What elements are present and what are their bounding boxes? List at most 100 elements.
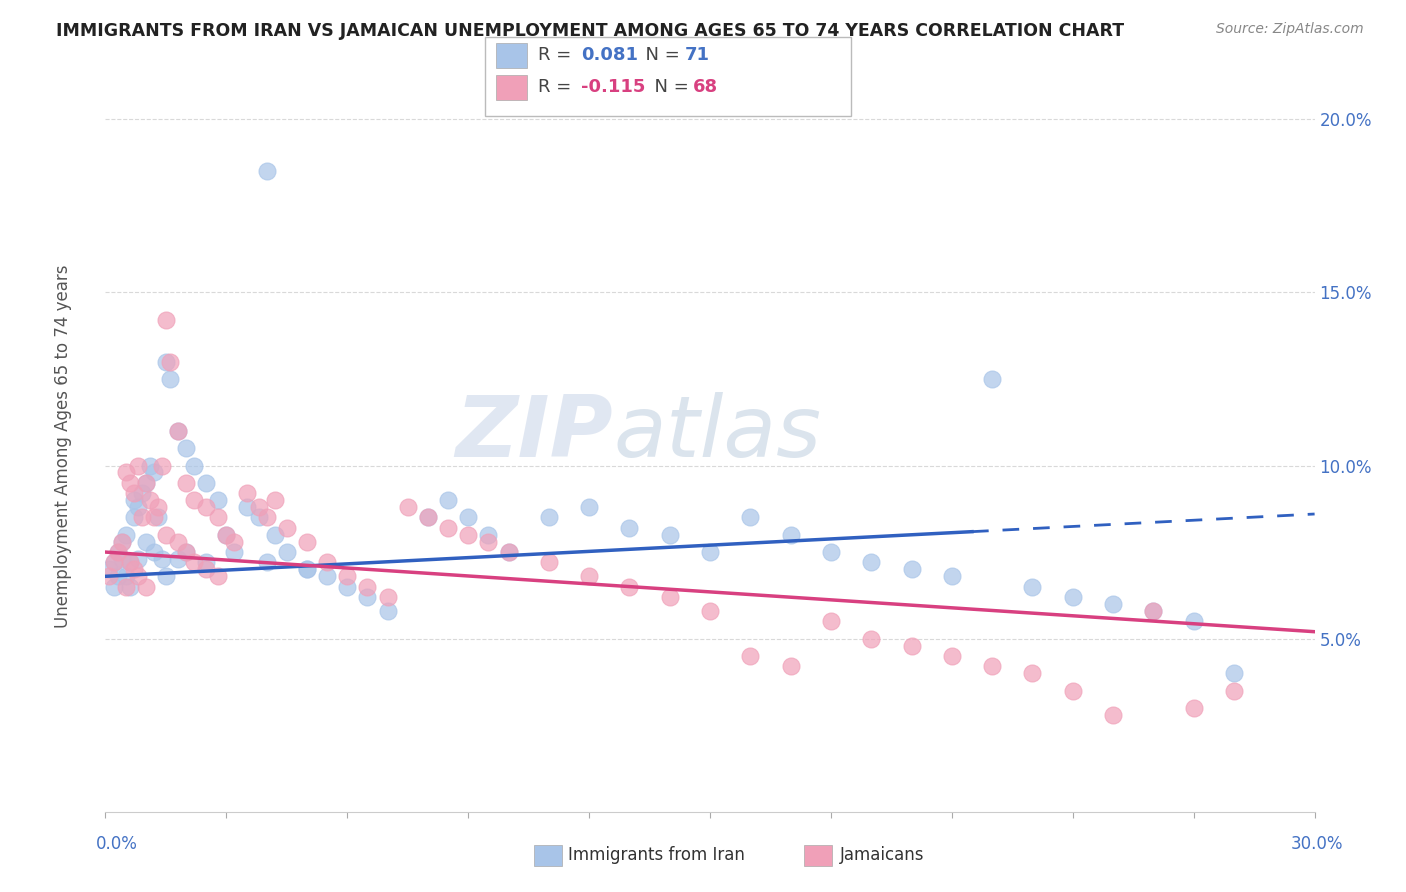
Point <box>98 569 121 583</box>
Point <box>779 659 801 673</box>
Text: N =: N = <box>634 46 686 64</box>
Point <box>1182 701 1205 715</box>
Point <box>142 466 165 480</box>
Point <box>256 556 278 570</box>
Point <box>537 510 560 524</box>
Point <box>207 510 229 524</box>
Point <box>537 556 560 570</box>
Point <box>263 528 285 542</box>
Point <box>127 458 149 473</box>
Point <box>437 493 460 508</box>
Point <box>247 500 270 514</box>
Point <box>276 545 298 559</box>
Point <box>167 534 190 549</box>
Point <box>619 580 641 594</box>
Point <box>155 528 177 542</box>
Point <box>860 632 883 646</box>
Point <box>107 545 129 559</box>
Point <box>256 510 278 524</box>
Point <box>336 569 359 583</box>
Text: atlas: atlas <box>613 392 821 475</box>
Point <box>167 424 190 438</box>
Point <box>135 534 157 549</box>
Text: IMMIGRANTS FROM IRAN VS JAMAICAN UNEMPLOYMENT AMONG AGES 65 TO 74 YEARS CORRELAT: IMMIGRANTS FROM IRAN VS JAMAICAN UNEMPLO… <box>56 22 1125 40</box>
Point <box>98 562 121 576</box>
Point <box>619 521 641 535</box>
Point <box>295 562 318 576</box>
Point <box>1102 707 1125 722</box>
Point <box>118 556 141 570</box>
Point <box>195 500 218 514</box>
Point <box>155 354 177 368</box>
Point <box>135 580 157 594</box>
Point <box>110 534 132 549</box>
Point <box>658 590 681 604</box>
Point <box>114 528 136 542</box>
Point <box>941 569 963 583</box>
Point <box>356 580 378 594</box>
Point <box>146 500 169 514</box>
Point <box>159 372 181 386</box>
Text: R =: R = <box>538 46 578 64</box>
Point <box>295 562 318 576</box>
Point <box>860 556 883 570</box>
Point <box>183 458 205 473</box>
Point <box>498 545 520 559</box>
Point <box>118 556 141 570</box>
Point <box>477 534 499 549</box>
Point <box>155 569 177 583</box>
Point <box>174 442 197 455</box>
Point <box>107 569 129 583</box>
Point <box>578 569 600 583</box>
Point <box>110 552 132 566</box>
Text: 30.0%: 30.0% <box>1291 835 1343 853</box>
Point <box>1142 604 1164 618</box>
Point <box>150 552 173 566</box>
Point <box>131 486 153 500</box>
Point <box>740 510 762 524</box>
Point <box>336 580 359 594</box>
Point <box>139 458 162 473</box>
Point <box>215 528 238 542</box>
Point <box>1062 683 1084 698</box>
Point <box>356 590 378 604</box>
Point <box>235 486 257 500</box>
Point <box>114 466 136 480</box>
Point <box>498 545 520 559</box>
Point <box>1021 580 1043 594</box>
Point <box>578 500 600 514</box>
Point <box>103 556 125 570</box>
Point <box>316 556 339 570</box>
Point <box>437 521 460 535</box>
Point <box>900 562 922 576</box>
Point <box>377 590 399 604</box>
Point <box>146 510 169 524</box>
Point <box>155 313 177 327</box>
Point <box>215 528 238 542</box>
Point <box>139 493 162 508</box>
Text: Jamaicans: Jamaicans <box>839 846 924 863</box>
Text: ZIP: ZIP <box>456 392 613 475</box>
Point <box>820 545 842 559</box>
Point <box>114 569 136 583</box>
Point <box>135 475 157 490</box>
Point <box>131 510 153 524</box>
Point <box>981 659 1004 673</box>
Point <box>127 552 149 566</box>
Point <box>127 500 149 514</box>
Point <box>1223 666 1246 681</box>
Point <box>224 534 246 549</box>
Point <box>457 510 479 524</box>
Point <box>195 475 218 490</box>
Text: Source: ZipAtlas.com: Source: ZipAtlas.com <box>1216 22 1364 37</box>
Point <box>174 545 197 559</box>
Point <box>941 648 963 663</box>
Point <box>122 486 145 500</box>
Point <box>110 534 132 549</box>
Point <box>207 493 229 508</box>
Point <box>183 493 205 508</box>
Text: Unemployment Among Ages 65 to 74 years: Unemployment Among Ages 65 to 74 years <box>55 264 72 628</box>
Text: Immigrants from Iran: Immigrants from Iran <box>568 846 745 863</box>
Point <box>150 458 173 473</box>
Point <box>174 475 197 490</box>
